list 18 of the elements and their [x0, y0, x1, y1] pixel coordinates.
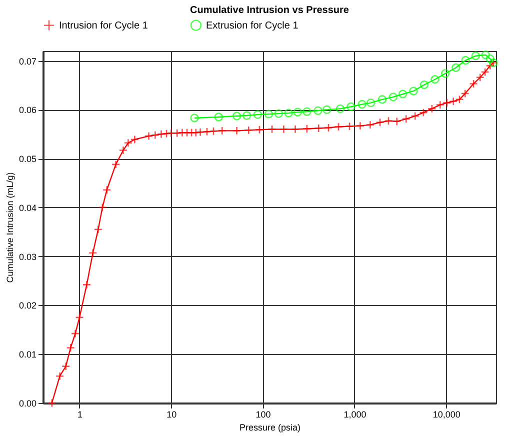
legend-label: Intrusion for Cycle 1	[59, 20, 148, 32]
y-tick-label: 0.07	[18, 56, 36, 66]
y-tick-label: 0.03	[18, 252, 36, 262]
chart-title: Cumulative Intrusion vs Pressure	[190, 5, 350, 16]
x-tick-label: 1	[77, 410, 82, 420]
y-tick-label: 0.02	[18, 300, 36, 311]
x-axis-title: Pressure (psia)	[239, 422, 301, 432]
y-axis-title: Cumulative Intrusion (mL/g)	[4, 172, 15, 283]
x-tick-label: 100	[256, 410, 271, 420]
x-tick-label: 1,000	[344, 410, 366, 420]
y-tick-label: 0.05	[18, 154, 36, 164]
x-tick-label: 10	[166, 410, 177, 420]
y-tick-label: 0.06	[18, 105, 36, 116]
y-tick-label: 0.00	[18, 398, 36, 408]
legend-label: Extrusion for Cycle 1	[206, 20, 299, 32]
x-tick-label: 10,000	[432, 410, 460, 420]
y-tick-label: 0.01	[18, 350, 36, 360]
y-tick-label: 0.04	[18, 202, 36, 213]
